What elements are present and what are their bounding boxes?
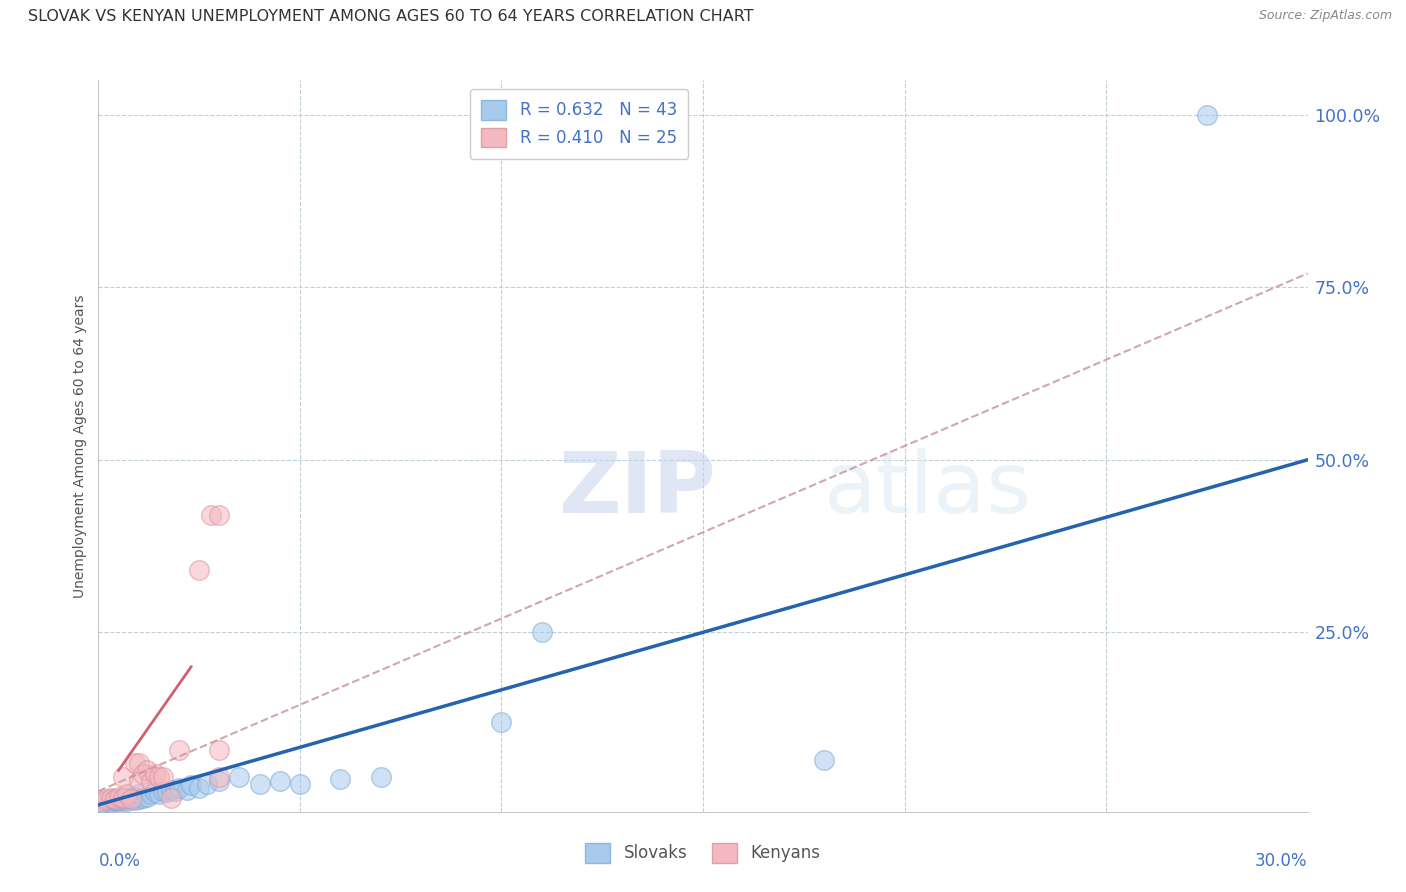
Point (530, 625, 553, 640)
Point (132, 791, 155, 805)
Point (107, 791, 129, 805)
Point (91, 796, 114, 810)
Point (180, 779, 202, 793)
Point (128, 791, 150, 805)
Point (176, 782, 198, 797)
Point (208, 770, 231, 784)
Point (115, 791, 138, 805)
Point (208, 742, 231, 756)
Text: 30.0%: 30.0% (1256, 852, 1308, 870)
Point (103, 794, 125, 808)
Point (200, 508, 222, 522)
Point (813, 753, 835, 767)
Text: Source: ZipAtlas.com: Source: ZipAtlas.com (1258, 9, 1392, 22)
Point (188, 563, 211, 577)
Point (111, 794, 134, 808)
Point (148, 787, 170, 801)
Text: atlas: atlas (824, 449, 1032, 532)
Point (111, 792, 134, 806)
Point (111, 791, 134, 805)
Point (249, 777, 271, 791)
Point (208, 773, 231, 788)
Point (128, 788, 150, 802)
Point (208, 508, 231, 522)
Point (100, 792, 122, 806)
Point (160, 782, 183, 797)
Point (124, 756, 146, 771)
Point (139, 773, 162, 788)
Point (103, 793, 125, 807)
Point (91, 794, 114, 808)
Point (120, 789, 142, 804)
Point (96, 792, 118, 806)
Point (115, 794, 138, 808)
Point (167, 780, 190, 795)
Point (128, 773, 150, 788)
Point (120, 792, 142, 806)
Point (135, 789, 157, 804)
Text: ZIP: ZIP (558, 449, 716, 532)
Point (152, 784, 174, 798)
Point (167, 742, 190, 756)
Point (163, 784, 186, 798)
Point (269, 773, 291, 788)
Point (96, 794, 118, 808)
Point (111, 770, 134, 784)
Point (195, 777, 218, 791)
Point (135, 764, 157, 778)
Point (124, 793, 146, 807)
Point (188, 780, 211, 795)
Point (139, 788, 162, 802)
Point (1195, 108, 1218, 122)
Point (160, 791, 183, 805)
Point (120, 792, 142, 806)
Point (115, 788, 138, 802)
Point (228, 770, 250, 784)
Legend: Slovaks, Kenyans: Slovaks, Kenyans (579, 837, 827, 869)
Text: 0.0%: 0.0% (98, 852, 141, 870)
Point (107, 794, 129, 808)
Point (491, 714, 513, 729)
Point (124, 790, 146, 805)
Point (288, 777, 311, 791)
Point (156, 785, 179, 799)
Y-axis label: Unemployment Among Ages 60 to 64 years: Unemployment Among Ages 60 to 64 years (73, 294, 87, 598)
Point (100, 791, 122, 805)
Point (128, 756, 150, 771)
Point (132, 766, 155, 780)
Point (103, 792, 125, 806)
Point (148, 770, 170, 784)
Point (107, 789, 129, 804)
Point (143, 766, 166, 780)
Point (143, 785, 166, 799)
Point (329, 772, 352, 786)
Point (100, 795, 122, 809)
Text: SLOVAK VS KENYAN UNEMPLOYMENT AMONG AGES 60 TO 64 YEARS CORRELATION CHART: SLOVAK VS KENYAN UNEMPLOYMENT AMONG AGES… (28, 9, 754, 24)
Point (152, 770, 174, 784)
Point (370, 770, 392, 784)
